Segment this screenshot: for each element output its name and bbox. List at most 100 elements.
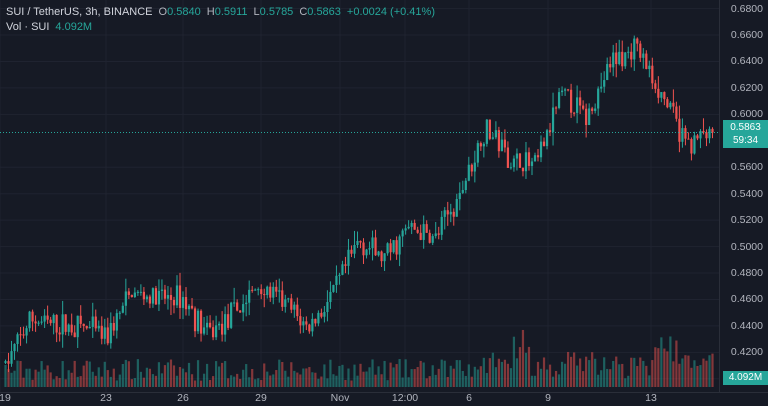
volume-bar	[446, 376, 449, 387]
volume-bar	[672, 361, 675, 387]
volume-bar	[55, 376, 58, 387]
volume-bar	[371, 359, 374, 387]
volume-bar	[407, 377, 410, 387]
candle-body	[64, 314, 67, 332]
chart-legend: SUI / TetherUS, 3h, BINANCE O 0.5840 H 0.5…	[6, 5, 435, 35]
symbol-label[interactable]: SUI / TetherUS, 3h, BINANCE	[6, 6, 153, 18]
volume-bar	[199, 380, 203, 387]
volume-label[interactable]: Vol · SUI	[6, 21, 50, 33]
volume-bar	[230, 375, 233, 387]
candle-body	[557, 92, 561, 108]
candle-countdown: 59:34	[732, 135, 759, 146]
candle-body	[518, 153, 522, 168]
candle-body	[479, 143, 482, 147]
volume-bar	[576, 365, 579, 387]
volume-bar	[515, 358, 519, 387]
volume-bar	[386, 380, 389, 387]
candle-body	[130, 294, 133, 298]
candle-body	[112, 322, 115, 331]
volume-bar	[428, 376, 431, 387]
volume-bar	[353, 364, 356, 387]
candle-body	[34, 321, 37, 324]
candle-body	[272, 286, 275, 298]
candle-body	[121, 305, 124, 313]
volume-bar	[398, 359, 401, 387]
candle-body	[591, 108, 594, 111]
candle-body	[341, 264, 344, 275]
candle-body	[61, 314, 64, 335]
volume-bar	[218, 366, 221, 387]
time-axis[interactable]: 19 23 26 29 Nov 12:00 6 9 13	[0, 392, 768, 406]
volume-bar	[124, 359, 127, 387]
volume-bar	[190, 374, 194, 387]
candle-body	[395, 240, 398, 255]
candle-body	[588, 108, 591, 126]
high-value: 0.5911	[214, 6, 248, 18]
volume-bar	[248, 377, 251, 387]
volume-bar	[636, 365, 639, 387]
candle-body	[115, 313, 118, 331]
candle-body	[585, 108, 588, 126]
volume-bar	[221, 362, 224, 387]
volume-bar	[73, 360, 76, 387]
volume-bar	[67, 370, 70, 387]
candle-body	[452, 211, 455, 217]
volume-bar	[675, 340, 678, 387]
candle-body	[383, 253, 386, 262]
volume-bar	[347, 368, 350, 387]
volume-bar	[591, 352, 594, 387]
volume-bar	[476, 369, 479, 387]
candle-body	[419, 232, 422, 240]
volume-bar	[437, 368, 440, 387]
candle-body	[600, 86, 603, 89]
high-label: H	[206, 6, 215, 18]
candle-body	[353, 245, 356, 254]
volume-bar	[317, 378, 320, 387]
volume-bar	[569, 356, 573, 387]
candle-body	[380, 251, 383, 262]
candle-body	[708, 128, 711, 139]
candle-body	[389, 243, 392, 253]
volume-bar	[184, 372, 188, 387]
volume-bar	[142, 377, 145, 387]
candle-body	[196, 310, 200, 332]
volume-bar	[425, 378, 428, 387]
candle-body	[31, 311, 34, 322]
volume-bar	[524, 352, 528, 387]
candle-body	[151, 288, 155, 304]
candle-body	[70, 324, 73, 333]
volume-bar	[506, 363, 510, 387]
volume-bar	[527, 346, 531, 387]
volume-bar	[323, 364, 326, 387]
volume-bar	[461, 370, 464, 387]
volume-bar	[470, 376, 473, 387]
volume-bar	[413, 369, 416, 387]
price-axis[interactable]: 0.6800 0.6600 0.6400 0.6200 0.6000 0.5600 0.54…	[719, 0, 768, 392]
candle-body	[281, 290, 284, 307]
candle-body	[425, 224, 428, 233]
candle-body	[299, 316, 302, 326]
candle-body	[266, 286, 269, 296]
volume-bar	[269, 375, 272, 387]
candle-body	[675, 106, 678, 119]
candle-body	[467, 164, 470, 181]
volume-bar	[389, 362, 392, 387]
volume-bar	[542, 357, 546, 387]
candle-body	[660, 92, 663, 98]
volume-bar	[663, 348, 666, 387]
volume-bar	[160, 373, 164, 387]
volume-bar	[263, 363, 266, 387]
candle-body	[37, 322, 40, 324]
volume-bar	[85, 360, 88, 387]
candle-body	[368, 248, 371, 250]
candle-body	[175, 285, 179, 306]
candle-body	[458, 192, 461, 200]
volume-bar	[702, 358, 705, 387]
candle-body	[633, 38, 636, 60]
volume-bar	[494, 367, 497, 387]
candle-body	[455, 199, 458, 217]
candle-body	[582, 105, 585, 109]
candle-body	[248, 289, 251, 303]
